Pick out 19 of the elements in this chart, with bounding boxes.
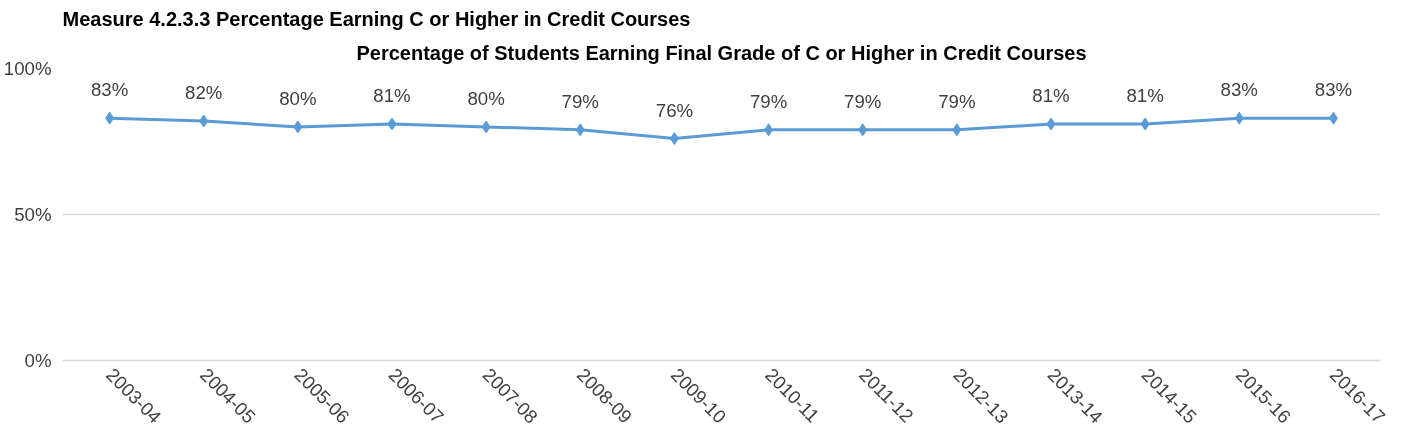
data-label: 82% xyxy=(185,82,223,104)
data-label: 81% xyxy=(373,84,411,106)
data-label: 83% xyxy=(1314,79,1353,101)
y-tick-label: 100% xyxy=(3,58,52,79)
data-label: 80% xyxy=(279,87,317,109)
data-label: 81% xyxy=(1032,84,1070,106)
chart-title: Percentage of Students Earning Final Grade of C or Higher in Credit Courses xyxy=(356,41,1087,64)
data-label: 83% xyxy=(90,79,129,101)
data-label: 80% xyxy=(467,87,505,109)
y-tick-label: 50% xyxy=(14,204,52,225)
data-label: 79% xyxy=(561,90,599,112)
data-label: 83% xyxy=(1220,79,1258,101)
data-label: 79% xyxy=(844,90,882,112)
data-label: 79% xyxy=(938,90,976,112)
y-tick-label: 0% xyxy=(24,350,52,371)
data-label: 79% xyxy=(749,90,788,112)
data-label: 81% xyxy=(1126,84,1164,106)
text: Measure 4.2.3.3 Percentage Earning C or Higher in Credit Courses xyxy=(62,7,691,30)
data-label: 76% xyxy=(655,99,694,121)
